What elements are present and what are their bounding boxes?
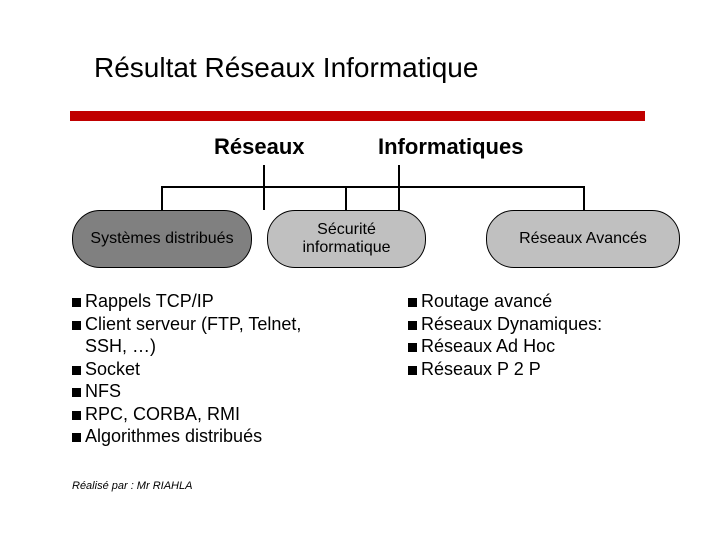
bullet-text: Réseaux Dynamiques: (421, 313, 602, 336)
bullet-text: Rappels TCP/IP (85, 290, 214, 313)
bullet-text: Socket (85, 358, 140, 381)
title-underline (70, 111, 645, 121)
connector (345, 186, 347, 210)
bullet-text: Réseaux Ad Hoc (421, 335, 555, 358)
bullet-icon (72, 321, 81, 330)
bullet-icon (72, 298, 81, 307)
bullet-text: Algorithmes distribués (85, 425, 262, 448)
bullet-text: Routage avancé (421, 290, 552, 313)
bullet-item: Réseaux Ad Hoc (408, 335, 668, 358)
bullet-item: Réseaux Dynamiques: (408, 313, 668, 336)
bullet-item: Réseaux P 2 P (408, 358, 668, 381)
bullet-text: Client serveur (FTP, Telnet, SSH, …) (85, 313, 332, 358)
bullet-item: Client serveur (FTP, Telnet, SSH, …) (72, 313, 332, 358)
bullet-text: RPC, CORBA, RMI (85, 403, 240, 426)
bullet-item: Routage avancé (408, 290, 668, 313)
bullet-item: NFS (72, 380, 332, 403)
bullet-icon (72, 366, 81, 375)
node-reseaux-avances: Réseaux Avancés (486, 210, 680, 268)
connector (161, 186, 585, 188)
bullet-item: Algorithmes distribués (72, 425, 332, 448)
bullet-text: Réseaux P 2 P (421, 358, 541, 381)
bullet-item: Socket (72, 358, 332, 381)
bullets-left: Rappels TCP/IPClient serveur (FTP, Telne… (72, 290, 332, 448)
bullet-icon (408, 366, 417, 375)
connector (161, 186, 163, 210)
node-securite-informatique: Sécurité informatique (267, 210, 426, 268)
slide-title: Résultat Réseaux Informatique (94, 52, 478, 84)
node-systemes-distribues: Systèmes distribués (72, 210, 252, 268)
bullet-icon (408, 298, 417, 307)
connector (583, 186, 585, 210)
bullet-item: Rappels TCP/IP (72, 290, 332, 313)
bullet-item: RPC, CORBA, RMI (72, 403, 332, 426)
bullets-right: Routage avancéRéseaux Dynamiques:Réseaux… (408, 290, 668, 380)
bullet-icon (72, 411, 81, 420)
bullet-icon (408, 321, 417, 330)
subhead-reseaux: Réseaux (214, 134, 305, 160)
bullet-icon (408, 343, 417, 352)
bullet-text: NFS (85, 380, 121, 403)
subhead-informatiques: Informatiques (378, 134, 523, 160)
bullet-icon (72, 388, 81, 397)
bullet-icon (72, 433, 81, 442)
footer-credit: Réalisé par : Mr RIAHLA (72, 480, 192, 492)
slide: { "title": { "text": "Résultat Réseaux I… (0, 0, 720, 540)
